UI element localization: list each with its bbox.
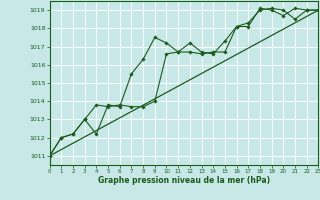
X-axis label: Graphe pression niveau de la mer (hPa): Graphe pression niveau de la mer (hPa): [98, 176, 270, 185]
